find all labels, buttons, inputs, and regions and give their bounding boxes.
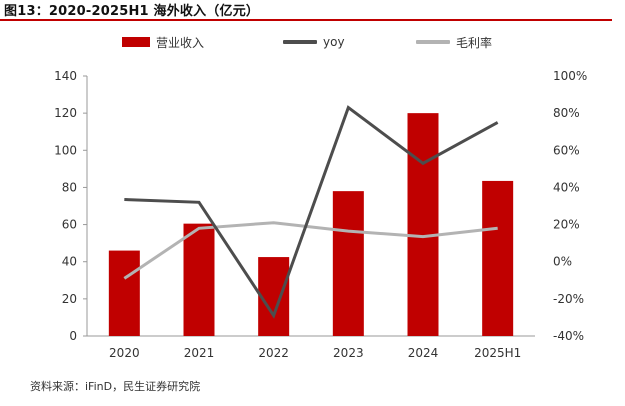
x-tick-label: 2023	[333, 346, 364, 360]
bar-revenue	[183, 223, 215, 336]
line-gross-margin	[123, 221, 498, 280]
left-tick-label: 120	[54, 106, 77, 120]
right-tick-label: 20%	[553, 218, 580, 232]
left-tick-label: 100	[54, 143, 77, 157]
line-yoy	[124, 105, 499, 319]
legend-swatch-yoy	[283, 40, 317, 44]
left-tick-label: 60	[62, 218, 77, 232]
right-tick-label: 80%	[553, 106, 580, 120]
left-tick-label: 0	[69, 329, 77, 343]
right-tick-label: -40%	[553, 329, 584, 343]
legend-item-margin: 毛利率	[416, 34, 492, 50]
left-tick-label: 20	[62, 292, 77, 306]
x-tick-label: 2020	[109, 346, 140, 360]
legend-label-revenue: 营业收入	[156, 35, 205, 50]
legend-swatch-revenue	[122, 37, 150, 47]
right-tick-label: -20%	[553, 292, 584, 306]
bar-revenue	[108, 250, 140, 336]
x-tick-label: 2022	[258, 346, 289, 360]
chart-title: 图13：2020-2025H1 海外收入（亿元）	[4, 4, 260, 19]
legend-item-yoy: yoy	[283, 34, 345, 50]
bar-revenue	[332, 191, 364, 336]
source-note: 资料来源：iFinD，民生证券研究院	[30, 380, 201, 393]
x-tick-label: 2024	[408, 346, 439, 360]
x-tick-label: 2025H1	[474, 346, 521, 360]
right-tick-label: 100%	[553, 69, 587, 83]
left-tick-label: 140	[54, 69, 77, 83]
legend-label-margin: 毛利率	[456, 35, 493, 50]
bar-revenue	[407, 113, 439, 337]
right-tick-label: 40%	[553, 180, 580, 194]
bar-revenue	[482, 180, 514, 336]
legend-swatch-margin	[416, 40, 450, 44]
title-rule	[0, 19, 612, 21]
right-tick-label: 60%	[553, 143, 580, 157]
left-tick-label: 40	[62, 255, 77, 269]
legend-label-yoy: yoy	[323, 35, 345, 49]
right-tick-label: 0%	[553, 255, 572, 269]
legend-item-revenue: 营业收入	[122, 34, 204, 50]
bar-revenue	[258, 257, 290, 336]
left-tick-label: 80	[62, 180, 77, 194]
x-tick-label: 2021	[184, 346, 215, 360]
